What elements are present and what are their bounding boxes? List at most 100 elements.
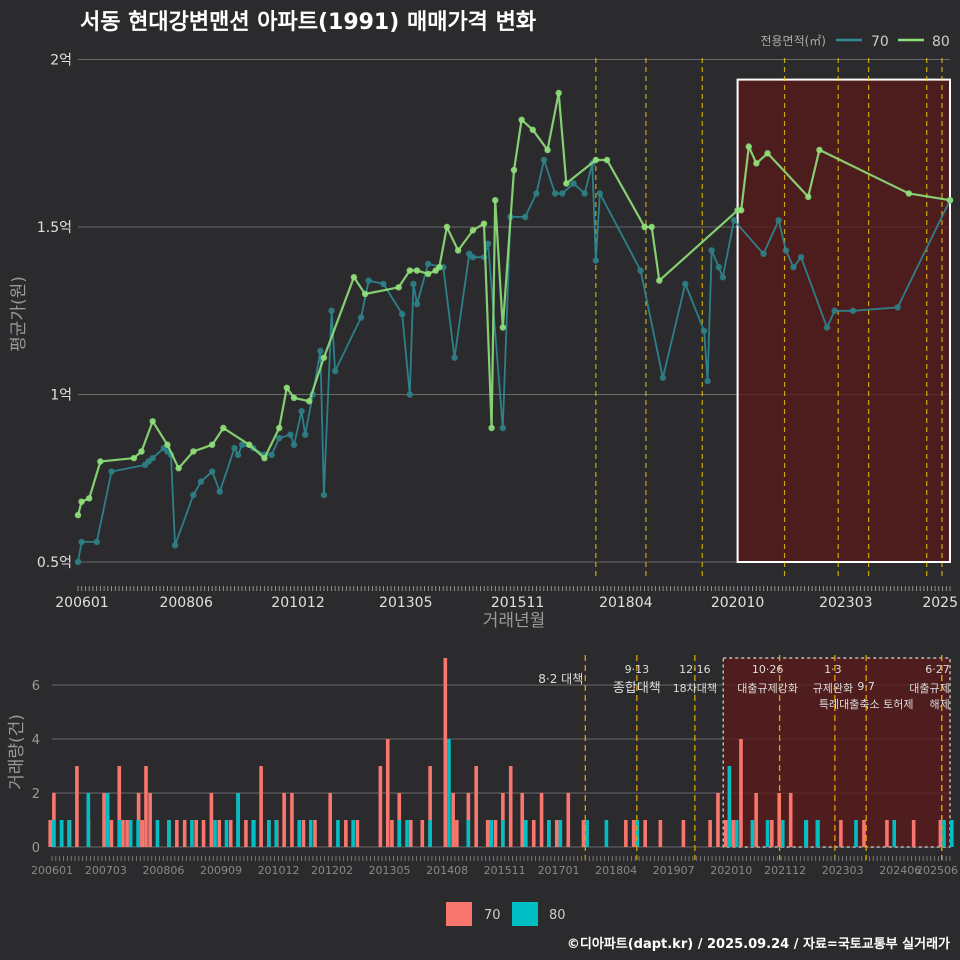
bar-80 (397, 820, 401, 847)
data-point-70 (238, 441, 246, 448)
bar-70 (313, 820, 317, 847)
data-point-70 (171, 542, 179, 549)
x-tick-label: 202010 (711, 595, 764, 611)
bar-70 (739, 739, 743, 847)
data-point-80 (648, 223, 655, 231)
bar-70 (862, 820, 866, 847)
x-tick-label: 201012 (271, 595, 324, 611)
bar-70 (385, 739, 390, 847)
bar-70 (148, 793, 152, 847)
bar-70 (290, 793, 294, 847)
bar-70 (194, 820, 198, 847)
data-point-80 (97, 458, 104, 465)
bar-70 (658, 820, 663, 847)
data-point-70 (149, 454, 156, 462)
bar-80 (190, 820, 194, 847)
series-line-80 (76, 92, 951, 516)
bar-80 (128, 820, 133, 847)
data-point-70 (797, 253, 805, 261)
data-point-70 (93, 538, 100, 546)
bar-70 (474, 766, 478, 847)
data-point-70 (760, 250, 767, 257)
data-point-80 (443, 223, 451, 231)
data-point-70 (849, 307, 857, 314)
data-point-70 (74, 558, 82, 566)
bar-80 (336, 820, 340, 847)
data-point-70 (708, 247, 715, 254)
bar-x-tick-label: 201511 (484, 864, 526, 877)
bar-70 (770, 820, 774, 847)
policy-label: 종합대책 (613, 681, 661, 696)
data-point-70 (704, 377, 711, 385)
data-point-80 (816, 146, 823, 154)
data-point-80 (395, 284, 402, 291)
data-point-70 (331, 367, 339, 375)
data-point-80 (805, 193, 812, 201)
bar-y-tick-label: 2 (32, 787, 40, 802)
data-point-80 (208, 441, 216, 448)
data-point-70 (108, 468, 115, 475)
bar-70 (344, 820, 348, 847)
data-point-80 (745, 143, 752, 150)
x-tick-label: 200601 (55, 595, 108, 611)
bar-70 (125, 820, 129, 847)
policy-label: 8·2 대책 (538, 671, 583, 686)
bar-70 (485, 820, 490, 847)
data-point-80 (290, 394, 298, 402)
bar-80 (765, 820, 770, 847)
bar-80 (750, 820, 755, 847)
bar-70 (109, 820, 114, 847)
bar-70 (259, 766, 263, 847)
data-point-70 (413, 300, 421, 308)
data-point-70 (268, 451, 275, 458)
bar-70 (140, 820, 145, 847)
policy-date: 12·16 (679, 663, 711, 676)
data-point-70 (521, 213, 529, 221)
data-point-70 (290, 441, 298, 448)
bar-70 (175, 820, 179, 847)
bar-70 (938, 820, 943, 847)
bar-70 (451, 793, 455, 847)
policy-date: 9·7 (857, 680, 875, 693)
y-axis-title: 평균가(원) (9, 276, 29, 352)
data-point-70 (78, 538, 85, 546)
data-point-80 (406, 267, 414, 274)
bar-y-tick-label: 6 (32, 679, 40, 694)
data-point-80 (220, 424, 227, 432)
bar-80 (942, 820, 946, 847)
data-point-70 (357, 314, 365, 321)
bar-70 (493, 820, 498, 847)
data-point-80 (518, 116, 525, 124)
data-point-70 (831, 307, 838, 314)
bar-70 (443, 658, 448, 847)
bar-80 (236, 793, 240, 847)
legend-title: 전용면적(㎡) (760, 34, 826, 48)
bar-70 (328, 793, 332, 847)
bar-80 (635, 820, 640, 847)
data-point-70 (287, 431, 294, 438)
bar-70 (301, 820, 306, 847)
data-point-80 (946, 197, 954, 204)
data-point-70 (317, 347, 324, 355)
bar-x-tick-label: 200703 (85, 864, 127, 877)
data-point-80 (413, 267, 421, 274)
bar-80 (815, 820, 820, 847)
bar-70 (48, 820, 52, 847)
data-point-70 (410, 280, 417, 288)
bar-80 (780, 820, 785, 847)
x-tick-label: 201511 (491, 595, 544, 611)
data-point-70 (551, 190, 559, 197)
data-point-70 (216, 488, 223, 495)
bar-80 (105, 793, 110, 847)
x-tick-label: 2025 (922, 595, 958, 611)
data-point-70 (700, 327, 708, 335)
bar-70 (428, 766, 432, 847)
bar-70 (716, 793, 720, 847)
bar-70 (378, 766, 383, 847)
policy-lines-top (595, 58, 943, 578)
bar-x-tick-label: 201012 (258, 864, 300, 877)
bar-80 (950, 820, 954, 847)
legend-key-bar-80 (512, 902, 538, 926)
bar-70 (681, 820, 686, 847)
